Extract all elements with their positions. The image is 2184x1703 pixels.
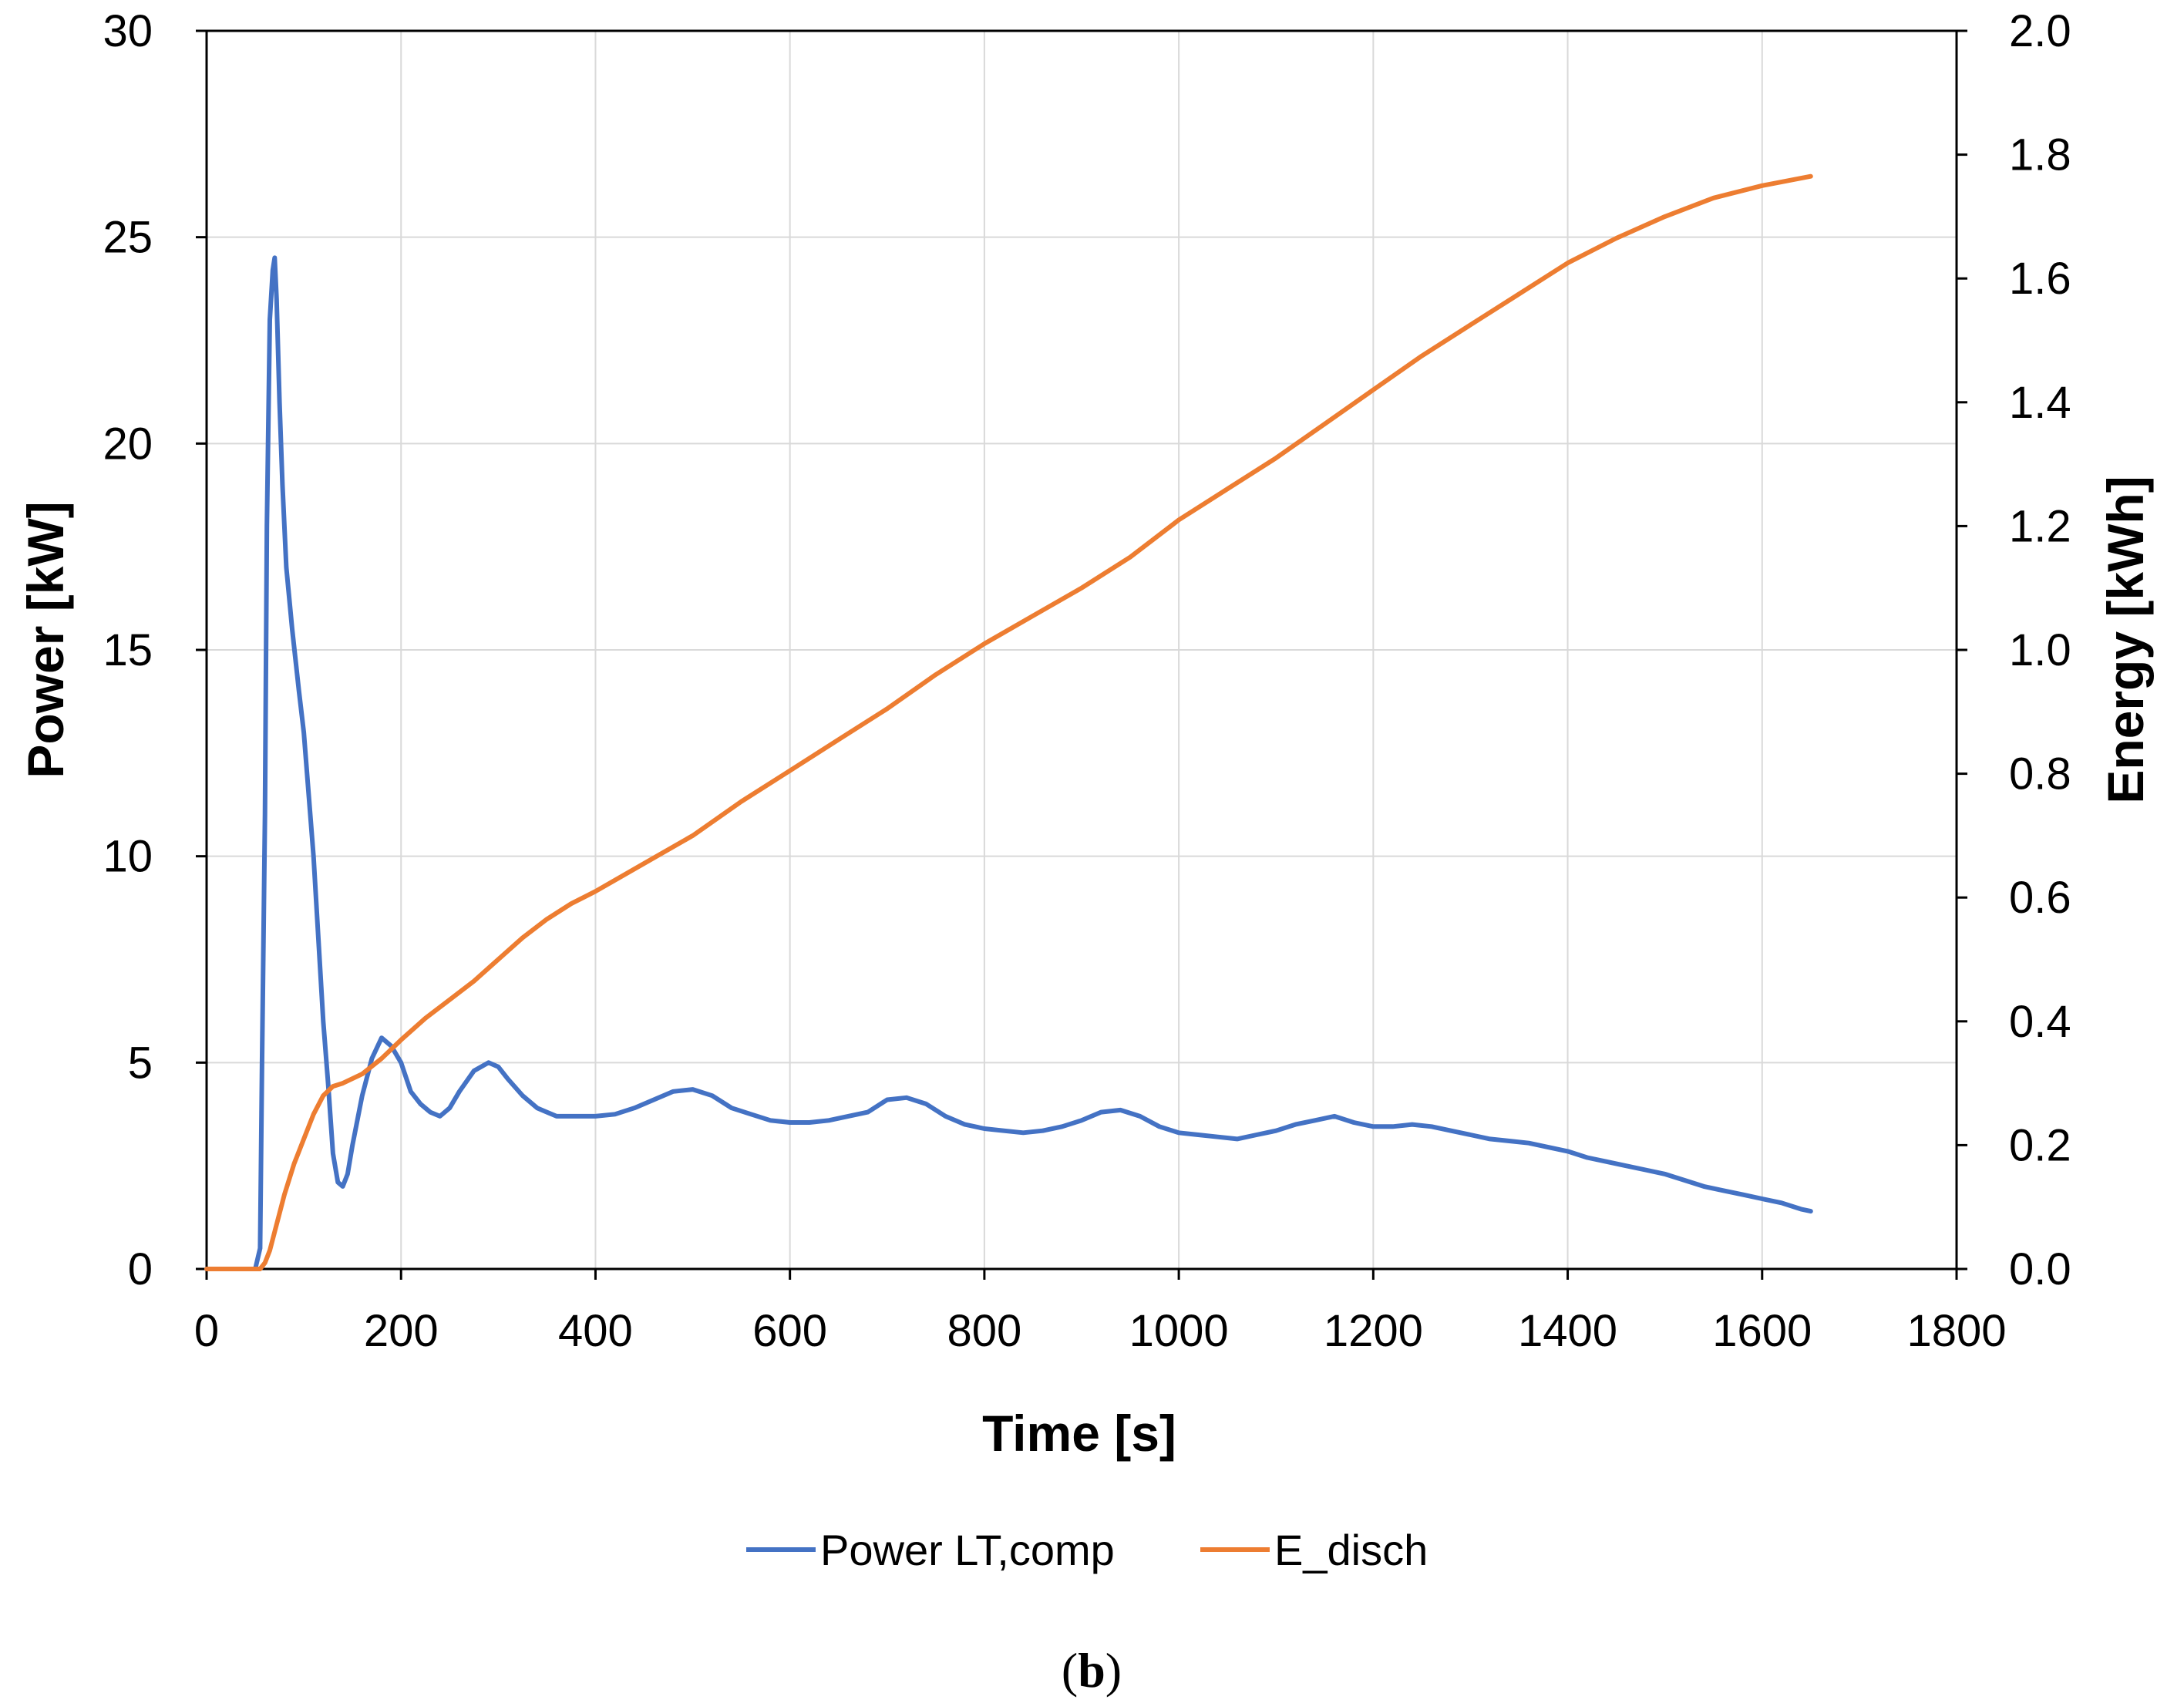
y-left-tick-label-6: 30 bbox=[103, 6, 153, 56]
caption-close-paren: ) bbox=[1105, 1643, 1122, 1698]
y-right-tick-label-6: 1.2 bbox=[2009, 501, 2071, 551]
y-left-tick-label-0: 0 bbox=[128, 1244, 153, 1294]
y-left-tick-label-1: 5 bbox=[128, 1038, 153, 1088]
y-left-tick-label-4: 20 bbox=[103, 419, 153, 469]
x-tick-label-4: 800 bbox=[947, 1306, 1021, 1356]
x-tick-label-6: 1200 bbox=[1324, 1306, 1423, 1356]
y-axis-right-title: Energy [kWh] bbox=[2097, 476, 2154, 803]
series-line-power bbox=[204, 255, 1813, 1271]
x-tick-label-2: 400 bbox=[558, 1306, 633, 1356]
x-tick-label-7: 1400 bbox=[1518, 1306, 1617, 1356]
series-line-energy bbox=[204, 173, 1813, 1271]
tick-labels: 0 200 400 600 800 1000 1200 1400 1600 1800 0 5 10 15 2… bbox=[103, 6, 2071, 1356]
y-right-tick-label-4: 0.8 bbox=[2009, 749, 2071, 799]
x-tick-label-1: 200 bbox=[364, 1306, 439, 1356]
y-right-tick-label-2: 0.4 bbox=[2009, 997, 2071, 1047]
y-right-tick-label-9: 1.8 bbox=[2009, 130, 2071, 180]
legend-label-energy: E_disch bbox=[1274, 1526, 1428, 1574]
y-right-tick-label-3: 0.6 bbox=[2009, 873, 2071, 923]
legend: Power LT,comp E_disch bbox=[746, 1526, 1428, 1574]
x-tick-label-3: 600 bbox=[752, 1306, 827, 1356]
y-left-tick-label-3: 15 bbox=[103, 625, 153, 675]
y-left-tick-label-5: 25 bbox=[103, 213, 153, 263]
figure-caption: (b) bbox=[1062, 1643, 1122, 1698]
y-right-tick-label-10: 2.0 bbox=[2009, 6, 2071, 56]
caption-letter: b bbox=[1078, 1643, 1105, 1698]
x-axis-title: Time [s] bbox=[982, 1405, 1176, 1462]
y-right-tick-label-5: 1.0 bbox=[2009, 625, 2071, 675]
y-left-tick-label-2: 10 bbox=[103, 832, 153, 882]
y-right-tick-label-0: 0.0 bbox=[2009, 1244, 2071, 1294]
axis-ticks bbox=[196, 29, 1967, 1280]
y-axis-left-title: Power [kW] bbox=[17, 501, 74, 778]
y-right-tick-label-7: 1.4 bbox=[2009, 378, 2071, 428]
series-lines bbox=[204, 173, 1813, 1271]
x-tick-label-0: 0 bbox=[194, 1306, 219, 1356]
x-tick-label-8: 1600 bbox=[1712, 1306, 1812, 1356]
y-right-tick-label-1: 0.2 bbox=[2009, 1120, 2071, 1170]
caption-open-paren: ( bbox=[1062, 1643, 1078, 1698]
y-right-tick-label-8: 1.6 bbox=[2009, 254, 2071, 304]
legend-label-power: Power LT,comp bbox=[820, 1526, 1115, 1574]
x-tick-label-9: 1800 bbox=[1906, 1306, 2006, 1356]
x-tick-label-5: 1000 bbox=[1129, 1306, 1229, 1356]
